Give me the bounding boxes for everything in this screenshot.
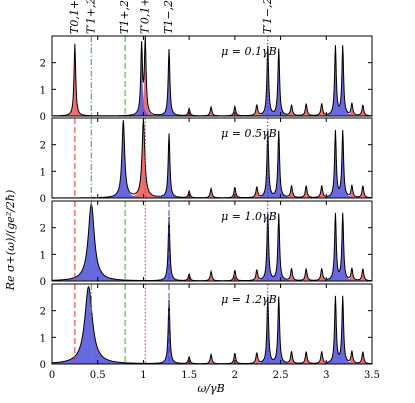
- red-series-area: [52, 41, 372, 116]
- y-tick-label: 2: [40, 224, 46, 235]
- total-curve: [52, 285, 372, 364]
- y-tick-label: 0: [40, 360, 46, 371]
- panel-frame: [51, 35, 373, 117]
- transition-label: T1+,2+: [118, 0, 131, 34]
- panel-frame: [51, 200, 373, 282]
- x-tick-label: 0: [49, 370, 55, 381]
- x-axis-label: ω/γB: [197, 382, 224, 395]
- x-tick-label: 1.5: [181, 370, 197, 381]
- total-curve: [52, 119, 372, 198]
- blue-series-area: [52, 120, 372, 198]
- y-tick-label: 2: [40, 307, 46, 318]
- transition-label: T′1+,2+: [84, 0, 97, 34]
- transition-label: T0,1+: [68, 0, 81, 34]
- x-tick-label: 2: [232, 370, 238, 381]
- transition-label: T′0,1+: [138, 0, 151, 34]
- y-tick-label: 2: [40, 141, 46, 152]
- y-axis-label: Re σ+(ω)/(ge²/2ħ): [4, 190, 17, 292]
- y-tick-label: 1: [40, 85, 46, 96]
- transition-label: T′1−,2+: [261, 0, 274, 34]
- y-tick-label: 0: [40, 112, 46, 123]
- x-tick-label: 0.5: [90, 370, 106, 381]
- panels-group: [51, 35, 373, 365]
- x-tick-label: 2.5: [273, 370, 289, 381]
- red-series-area: [52, 120, 372, 198]
- panel-2: [52, 118, 372, 198]
- panel-3: [52, 201, 372, 281]
- x-tick-label: 3: [323, 370, 329, 381]
- panel-frame: [51, 117, 373, 199]
- y-tick-label: 0: [40, 194, 46, 205]
- y-tick-label: 2: [40, 59, 46, 70]
- axes-text-group: 0 1 2 μ = 0.1γB 0 1 2 μ = 0.5γB 0 1 2 μ = 1.0γB 0 1 2 μ…: [40, 0, 380, 381]
- panel-1: [52, 36, 372, 116]
- x-tick-label: 1: [140, 370, 146, 381]
- mu-label: μ = 0.5γB: [221, 127, 277, 140]
- y-tick-label: 1: [40, 250, 46, 261]
- total-curve: [52, 202, 372, 281]
- mu-label: μ = 1.2γB: [221, 293, 277, 306]
- blue-series-area: [52, 286, 372, 364]
- panel-frame: [51, 283, 373, 365]
- mu-label: μ = 1.0γB: [221, 210, 277, 223]
- total-curve: [52, 36, 372, 116]
- blue-series-area: [52, 45, 372, 116]
- transition-label: T1−,2+: [162, 0, 175, 34]
- y-tick-label: 1: [40, 333, 46, 344]
- y-tick-label: 0: [40, 277, 46, 288]
- x-tick-label: 3.5: [364, 370, 380, 381]
- panel-4: [52, 284, 372, 364]
- y-tick-label: 1: [40, 167, 46, 178]
- blue-series-area: [52, 203, 372, 281]
- mu-label: μ = 0.1γB: [221, 45, 277, 58]
